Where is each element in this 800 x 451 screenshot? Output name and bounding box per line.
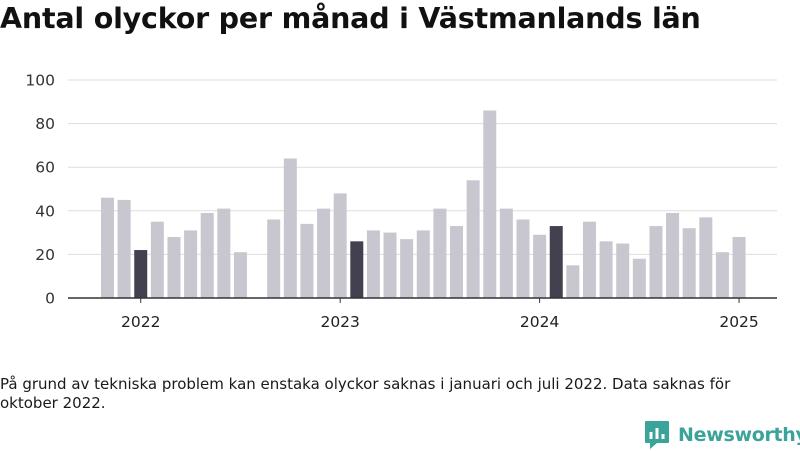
- bar-2023-08: [450, 226, 464, 298]
- bar-2023-11: [499, 208, 513, 298]
- bar-2022-10: [283, 158, 297, 298]
- bar-2022-03: [167, 236, 181, 298]
- y-tick-label: 20: [35, 246, 55, 264]
- bar-2022-07: [233, 252, 247, 298]
- y-tick-label: 60: [35, 159, 55, 177]
- bar-2025-01: [732, 236, 746, 298]
- bar-2024-09: [666, 212, 680, 298]
- chart-title: Antal olyckor per månad i Västmanlands l…: [0, 2, 701, 35]
- bar-2024-07: [632, 258, 646, 298]
- bar-2024-03: [566, 265, 580, 298]
- brand-name: Newsworthy: [678, 424, 800, 446]
- y-tick-label: 40: [35, 202, 55, 220]
- bar-2022-09: [267, 219, 281, 298]
- bar-2023-12: [516, 219, 530, 298]
- bar-2022-11: [300, 223, 314, 298]
- newsworthy-logo[interactable]: Newsworthy: [644, 419, 800, 451]
- bar-2022-06: [217, 208, 231, 298]
- bar-2024-11: [699, 217, 713, 298]
- bar-2023-01: [333, 193, 347, 298]
- bar-2022-04: [184, 230, 198, 298]
- bar-2024-12: [715, 252, 729, 298]
- bar-2023-09: [466, 180, 480, 298]
- bar-2023-04: [383, 232, 397, 298]
- bar-2024-04: [582, 221, 596, 298]
- bar-chart-speech-bubble-icon: [645, 421, 669, 449]
- x-tick-label: 2023: [320, 313, 359, 330]
- bar-2024-10: [682, 228, 696, 298]
- bar-2024-06: [616, 243, 630, 298]
- annotations: 28: [745, 60, 766, 64]
- bar-2022-05: [200, 212, 214, 298]
- bar-2023-05: [400, 239, 414, 298]
- bar-2022-12: [317, 208, 331, 298]
- y-tick-label: 80: [35, 115, 55, 133]
- bar-2024-08: [649, 226, 663, 298]
- x-tick-label: 2024: [520, 313, 559, 330]
- bar-2024-01: [533, 234, 547, 298]
- bar-chart: 0 20 40 60 80 100 2022 2023 2024 2025 28: [25, 60, 777, 330]
- bar-2024-02: [549, 226, 563, 298]
- bar-2021-12: [117, 199, 131, 298]
- bar-2023-10: [483, 110, 497, 298]
- bar-2023-07: [433, 208, 447, 298]
- bar-2022-02: [150, 221, 164, 298]
- bar-2023-03: [366, 230, 380, 298]
- data-label: 28: [745, 60, 766, 64]
- x-axis: 2022 2023 2024 2025: [68, 297, 777, 330]
- y-tick-label: 0: [45, 290, 55, 308]
- bar-2022-01: [134, 250, 148, 298]
- footnote: På grund av tekniska problem kan enstaka…: [0, 375, 731, 412]
- bar-2024-05: [599, 241, 613, 298]
- bar-2023-06: [416, 230, 430, 298]
- bars: [101, 110, 746, 298]
- bar-2023-02: [350, 241, 364, 298]
- x-tick-label: 2025: [719, 313, 758, 330]
- bar-2021-11: [101, 197, 114, 298]
- x-tick-label: 2022: [121, 313, 160, 330]
- y-axis-tick-labels: 0 20 40 60 80 100: [25, 72, 55, 308]
- y-tick-label: 100: [25, 72, 55, 90]
